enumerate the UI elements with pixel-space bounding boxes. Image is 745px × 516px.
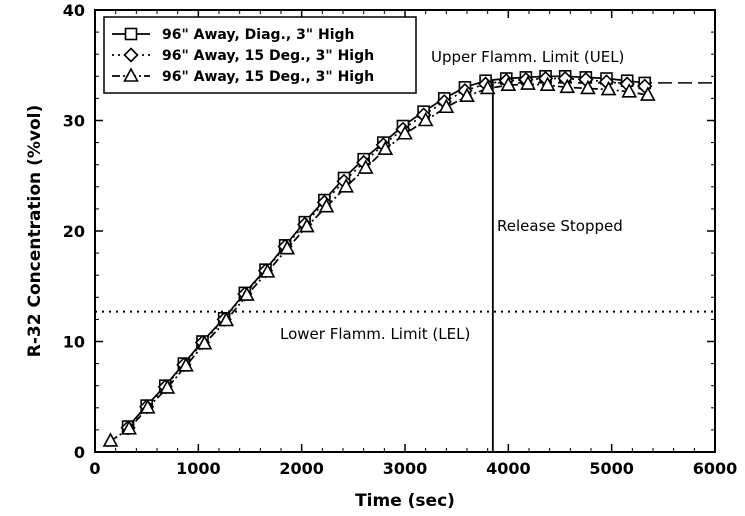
data-point [279, 240, 296, 255]
data-point [298, 217, 315, 233]
legend-label: 96" Away, 15 Deg., 3" High [162, 48, 374, 64]
data-point [438, 98, 455, 114]
lel-label: Lower Flamm. Limit (LEL) [280, 325, 470, 343]
data-point [377, 140, 394, 156]
data-point [520, 75, 536, 90]
data-point [318, 198, 335, 213]
y-tick-label: 10 [63, 333, 85, 352]
x-tick-label: 4000 [486, 459, 531, 478]
series-line [127, 77, 645, 429]
legend: 96" Away, Diag., 3" High 96" Away, 15 Deg… [103, 16, 417, 94]
data-point [600, 80, 617, 96]
data-point [239, 286, 255, 301]
data-point [357, 159, 374, 174]
series-3 [102, 75, 656, 447]
data-point [397, 125, 413, 140]
legend-label: 96" Away, Diag., 3" High [162, 27, 354, 43]
legend-entry: 96" Away, 15 Deg., 3" High [112, 67, 374, 85]
data-point [580, 79, 596, 95]
legend-entries: 96" Away, Diag., 3" High 96" Away, 15 Deg… [112, 27, 374, 85]
x-tick-label: 0 [89, 459, 100, 478]
data-point [559, 78, 576, 94]
data-point [621, 83, 638, 98]
data-point [102, 432, 119, 447]
release-stopped-label: Release Stopped [497, 217, 623, 235]
data-point [218, 311, 235, 327]
legend-entry: 96" Away, 15 Deg., 3" High [112, 47, 374, 64]
x-tick-label: 1000 [176, 459, 221, 478]
series-1 [121, 70, 652, 433]
data-point [196, 335, 213, 350]
x-tick-label: 3000 [383, 459, 428, 478]
legend-box [103, 16, 417, 94]
y-tick-label: 0 [74, 443, 85, 462]
x-tick-label: 5000 [589, 459, 634, 478]
y-tick-label: 40 [63, 1, 85, 20]
legend-swatch-marker [124, 27, 138, 41]
data-point [639, 86, 656, 101]
data-point [539, 76, 556, 91]
x-tick-label: 2000 [279, 459, 324, 478]
data-point [417, 111, 434, 127]
data-point [259, 263, 276, 278]
series-line [127, 75, 645, 428]
data-point [121, 420, 137, 435]
data-point [500, 76, 517, 91]
data-point [159, 379, 176, 394]
legend-swatch-marker [123, 67, 139, 82]
series-2 [120, 70, 653, 436]
data-point [479, 79, 496, 95]
series-line [110, 83, 648, 442]
x-tick-label: 6000 [693, 459, 738, 478]
data-series [102, 70, 656, 447]
data-point [338, 178, 354, 193]
y-axis-title: R-32 Concentration (%vol) [25, 105, 45, 358]
x-axis-title: Time (sec) [355, 491, 455, 511]
data-point [459, 87, 475, 102]
data-point [178, 357, 194, 372]
y-tick-label: 20 [63, 222, 85, 241]
data-point [139, 399, 156, 414]
legend-swatch-marker [123, 47, 139, 63]
uel-label: Upper Flamm. Limit (UEL) [431, 48, 624, 66]
legend-label: 96" Away, 15 Deg., 3" High [162, 69, 374, 85]
y-tick-label: 30 [63, 112, 85, 131]
legend-entry: 96" Away, Diag., 3" High [112, 27, 354, 43]
axis-ticks: 0 1000 2000 3000 4000 5000 6000 0 10 20 30 40 [63, 1, 738, 478]
